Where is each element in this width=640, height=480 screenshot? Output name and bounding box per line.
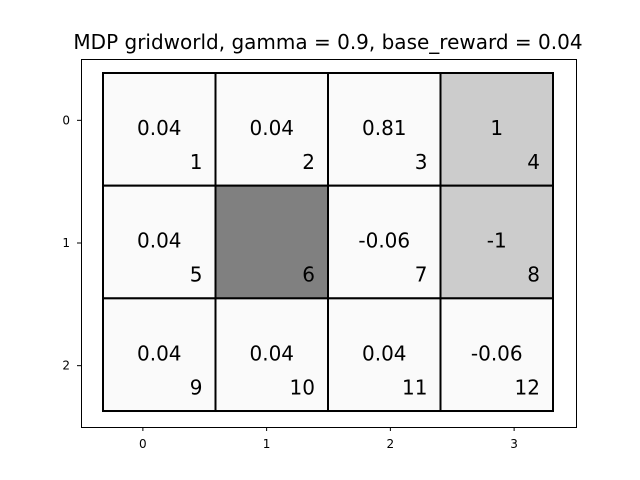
grid-cell xyxy=(214,297,329,413)
x-tick-label: 2 xyxy=(387,437,395,451)
cell-index-label: 6 xyxy=(302,263,315,287)
x-tick-label: 3 xyxy=(510,437,518,451)
cell-value-label: 1 xyxy=(490,116,503,140)
grid-cell xyxy=(102,297,217,413)
x-tick-label: 1 xyxy=(263,437,271,451)
y-tick-label: 2 xyxy=(62,359,70,373)
cell-value-label: 0.04 xyxy=(137,116,182,140)
x-tick-label: 0 xyxy=(139,437,147,451)
grid-cell xyxy=(439,297,554,413)
grid-cell xyxy=(439,184,554,300)
y-tick-label: 1 xyxy=(62,236,70,250)
cell-index-label: 8 xyxy=(527,263,540,287)
axes-frame xyxy=(81,59,577,428)
cell-index-label: 3 xyxy=(415,150,428,174)
cell-value-label: 0.04 xyxy=(249,116,294,140)
cell-value-label: 0.81 xyxy=(362,116,407,140)
cell-value-label: 0.04 xyxy=(249,341,294,365)
chart-title: MDP gridworld, gamma = 0.9, base_reward … xyxy=(73,30,582,54)
cell-value-label: -0.06 xyxy=(358,229,410,253)
cell-index-label: 10 xyxy=(290,375,315,399)
cell-value-label: 0.04 xyxy=(362,341,407,365)
cell-index-label: 11 xyxy=(402,375,427,399)
cell-index-label: 12 xyxy=(515,375,540,399)
cell-value-label: -1 xyxy=(487,229,507,253)
y-tick-label: 0 xyxy=(62,113,70,127)
cell-value-label: 0.04 xyxy=(137,229,182,253)
cell-index-label: 4 xyxy=(527,150,540,174)
cell-index-label: 1 xyxy=(190,150,203,174)
grid-cell xyxy=(214,184,329,300)
grid-cell xyxy=(214,72,329,187)
cell-index-label: 5 xyxy=(190,263,203,287)
cell-value-label: -0.06 xyxy=(471,341,523,365)
cell-index-label: 2 xyxy=(302,150,315,174)
grid-cell xyxy=(327,297,442,413)
grid-cell xyxy=(439,72,554,187)
cell-index-label: 7 xyxy=(415,263,428,287)
grid-cell xyxy=(327,184,442,300)
cell-index-label: 9 xyxy=(190,375,203,399)
cell-value-label: 0.04 xyxy=(137,341,182,365)
